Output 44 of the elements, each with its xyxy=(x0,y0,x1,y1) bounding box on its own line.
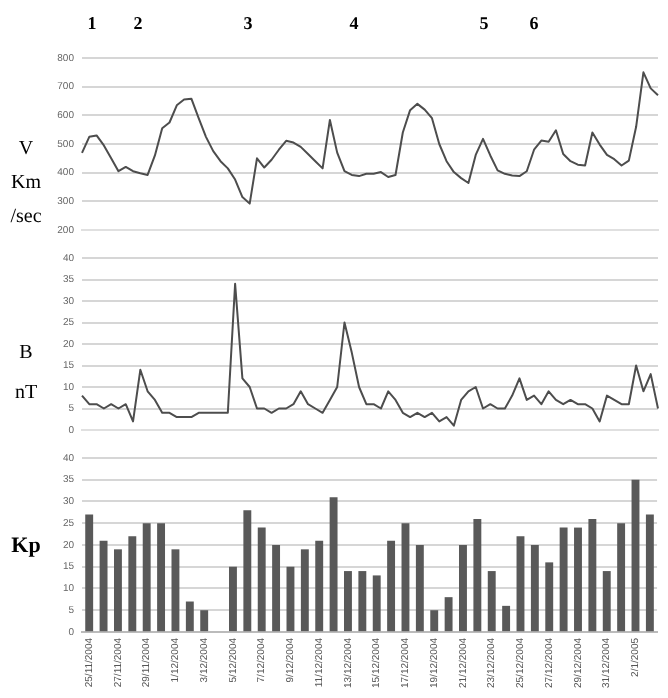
bar xyxy=(559,527,568,632)
bar xyxy=(588,518,597,632)
bar xyxy=(645,514,654,632)
bar xyxy=(444,597,453,632)
bar xyxy=(300,549,309,632)
bar xyxy=(473,518,482,632)
bar xyxy=(171,549,180,632)
text: 6 xyxy=(529,12,540,33)
bar xyxy=(530,544,539,632)
bar xyxy=(602,571,611,632)
y-axis-title: V Km /sec xyxy=(8,136,44,232)
bar xyxy=(142,523,151,632)
text: 1 xyxy=(87,12,98,33)
bar xyxy=(617,523,626,632)
text: 2 xyxy=(133,12,144,33)
bar xyxy=(200,610,209,632)
bar xyxy=(487,571,496,632)
y-axis-title: B nT xyxy=(12,340,40,408)
bar xyxy=(372,575,381,632)
bar xyxy=(387,540,396,632)
bar xyxy=(157,523,166,632)
bar xyxy=(329,497,338,632)
text: 4 xyxy=(349,12,360,33)
bar xyxy=(272,544,281,632)
bar xyxy=(315,540,324,632)
bar xyxy=(358,571,367,632)
bar xyxy=(574,527,582,632)
y-axis-title: Kp xyxy=(9,532,43,560)
bar xyxy=(415,544,424,632)
bar xyxy=(99,540,108,632)
text: 5 xyxy=(479,12,490,33)
bar xyxy=(85,514,94,632)
bar xyxy=(243,510,252,632)
bar xyxy=(459,544,467,632)
bar xyxy=(430,610,439,632)
bar xyxy=(344,571,352,632)
bar xyxy=(257,527,266,632)
bar xyxy=(545,562,554,632)
bar xyxy=(128,536,137,632)
bar xyxy=(502,605,511,632)
bar xyxy=(229,566,237,632)
bar xyxy=(113,549,122,632)
text: 3 xyxy=(243,12,254,33)
bar xyxy=(185,601,194,632)
